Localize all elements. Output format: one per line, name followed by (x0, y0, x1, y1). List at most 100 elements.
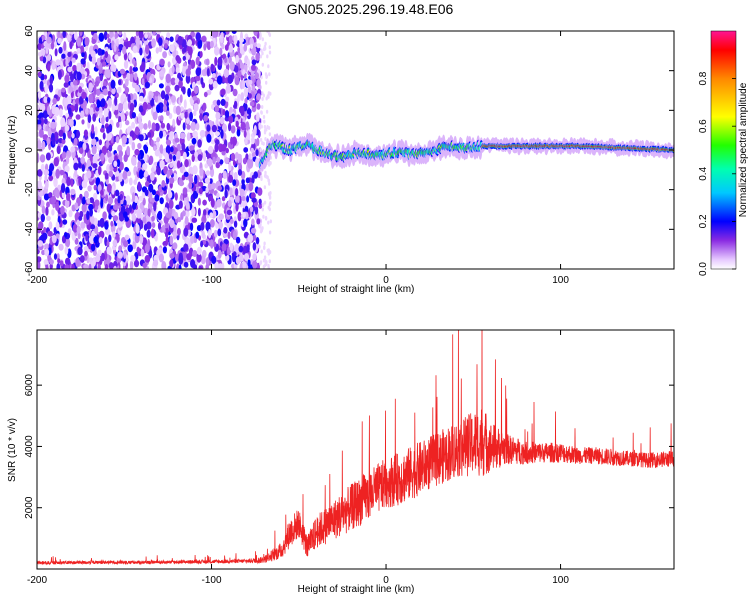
heatmap-cell (166, 122, 171, 131)
heatmap-cell (187, 64, 192, 71)
heatmap-cell (185, 117, 190, 124)
heatmap-cell (40, 117, 44, 127)
heatmap-cell (111, 210, 116, 217)
heatmap-cell (74, 202, 78, 209)
heatmap-cell (37, 240, 44, 247)
heatmap-cell (100, 189, 104, 196)
heatmap-cell (169, 219, 175, 229)
heatmap-cell (91, 38, 97, 45)
heatmap-cell (84, 36, 90, 47)
heatmap-cell (235, 120, 239, 128)
heatmap-cell (136, 216, 141, 225)
heatmap-cell (66, 155, 70, 165)
heatmap-cell (129, 73, 134, 83)
heatmap-cell (123, 199, 127, 206)
heatmap-cell (205, 257, 210, 266)
heatmap-cell (137, 160, 142, 168)
heatmap-cell (195, 67, 202, 77)
heatmap-cell (106, 240, 110, 248)
heatmap-cell (161, 224, 166, 233)
heatmap-cell (104, 172, 109, 180)
heatmap-cell (214, 56, 218, 66)
heatmap-cell (185, 74, 191, 84)
heatmap-cell (37, 212, 42, 219)
heatmap-cell (228, 115, 234, 124)
heatmap-cell (76, 37, 81, 47)
heatmap-cell (171, 65, 175, 74)
heatmap-cell (134, 84, 140, 93)
heatmap-cell (258, 203, 263, 209)
heatmap-cell (197, 39, 203, 49)
heatmap-cell (241, 178, 245, 185)
heatmap-cell (97, 184, 102, 193)
heatmap-cell (174, 77, 180, 85)
heatmap-cell (244, 97, 248, 104)
heatmap-cell (37, 104, 40, 111)
heatmap-cell (192, 165, 198, 175)
heatmap-cell (102, 211, 107, 221)
heatmap-cell (259, 261, 262, 266)
heatmap-cell (198, 265, 203, 269)
heatmap-cell (261, 62, 264, 67)
heatmap-cell (39, 154, 46, 163)
heatmap-cell (251, 136, 255, 145)
heatmap-cell (90, 243, 96, 252)
heatmap-cell (242, 211, 247, 218)
heatmap-cell (105, 194, 109, 202)
heatmap-cell (37, 248, 40, 255)
heatmap-cell (241, 195, 246, 201)
heatmap-cell (232, 179, 237, 187)
heatmap-cell (266, 54, 269, 59)
heatmap-cell (220, 144, 227, 152)
heatmap-cell (98, 165, 102, 176)
heatmap-cell (221, 243, 227, 252)
heatmap-cell (251, 59, 257, 66)
heatmap-cell (154, 194, 160, 202)
heatmap-cell (46, 36, 52, 44)
heatmap-cell (195, 122, 200, 131)
heatmap-cell (172, 242, 178, 250)
heatmap-cell (216, 75, 223, 85)
heatmap-cell (239, 40, 243, 50)
heatmap-cell (209, 212, 214, 219)
heatmap-cell (204, 163, 209, 169)
heatmap-cell (61, 151, 67, 159)
heatmap-cell (75, 114, 81, 120)
heatmap-cell (268, 181, 271, 186)
heatmap-cell (56, 263, 61, 269)
heatmap-cell (89, 197, 95, 204)
heatmap-cell (143, 152, 148, 162)
heatmap-cell (142, 163, 148, 171)
heatmap-cell (153, 145, 157, 151)
heatmap-cell (58, 46, 63, 54)
heatmap-cell (246, 58, 250, 68)
heatmap-cell (193, 110, 197, 117)
heatmap-cell (147, 208, 151, 218)
heatmap-cell (260, 249, 263, 254)
heatmap-cell (198, 187, 203, 195)
heatmap-cell (193, 237, 198, 243)
heatmap-cell (80, 221, 86, 229)
heatmap-cell (131, 141, 136, 151)
heatmap-cell (225, 147, 229, 154)
heatmap-cell (204, 67, 208, 77)
heatmap-cell (258, 198, 262, 205)
heatmap-cell (91, 55, 96, 65)
heatmap-cell (264, 170, 267, 175)
heatmap-cell (183, 243, 189, 252)
heatmap-cell (232, 88, 238, 97)
heatmap-cell (228, 161, 232, 172)
heatmap-cell (221, 150, 226, 156)
snr-y-axis: 2000 4000 6000 (24, 374, 674, 519)
heatmap-cell (229, 43, 233, 53)
heatmap-cell (225, 84, 231, 94)
heatmap-cell (251, 64, 256, 71)
heatmap-cell (43, 96, 48, 104)
heatmap-cell (148, 94, 152, 101)
heatmap-cell (109, 31, 114, 39)
heatmap-cell (242, 79, 246, 89)
heatmap-cell (47, 97, 51, 103)
heatmap-cell (91, 138, 97, 146)
heatmap-cell (37, 256, 42, 263)
heatmap-cell (263, 255, 267, 260)
